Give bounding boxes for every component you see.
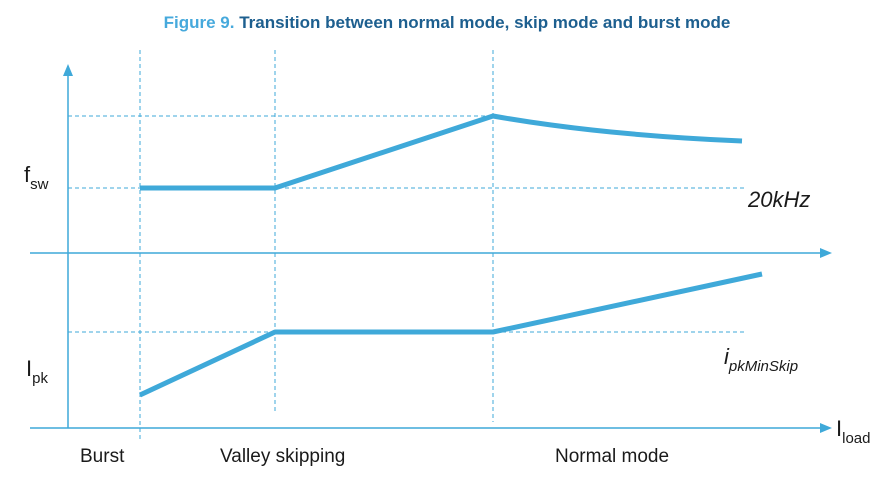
label-sub: pkMinSkip [728, 358, 798, 375]
label-sub: pk [32, 370, 48, 387]
label-sub: sw [30, 176, 49, 193]
region-label: Burst [80, 446, 125, 467]
fsw-curve [140, 113, 743, 191]
region-label: Normal mode [555, 446, 669, 467]
figure-title: Figure 9. Transition between normal mode… [164, 13, 731, 32]
ipk-label: Ipk [26, 356, 48, 387]
ipk-annotation: ipkMinSkip [724, 344, 798, 375]
label-main: i [724, 344, 730, 369]
arrow-head [820, 423, 832, 433]
region-label: Valley skipping [220, 446, 345, 467]
arrow-head [63, 64, 73, 76]
fsw-label: fsw [24, 162, 49, 193]
freq-annotation: 20kHz [747, 187, 810, 212]
iload-label: Iload [836, 416, 870, 447]
label-main: f [24, 162, 31, 187]
label-main: I [26, 356, 32, 381]
label-sub: load [842, 430, 870, 447]
figure-number: Figure 9. [164, 13, 235, 32]
label-main: I [836, 416, 842, 441]
arrow-head [820, 248, 832, 258]
figure-title-text: Transition between normal mode, skip mod… [239, 13, 730, 32]
ipk-curve [138, 271, 763, 398]
